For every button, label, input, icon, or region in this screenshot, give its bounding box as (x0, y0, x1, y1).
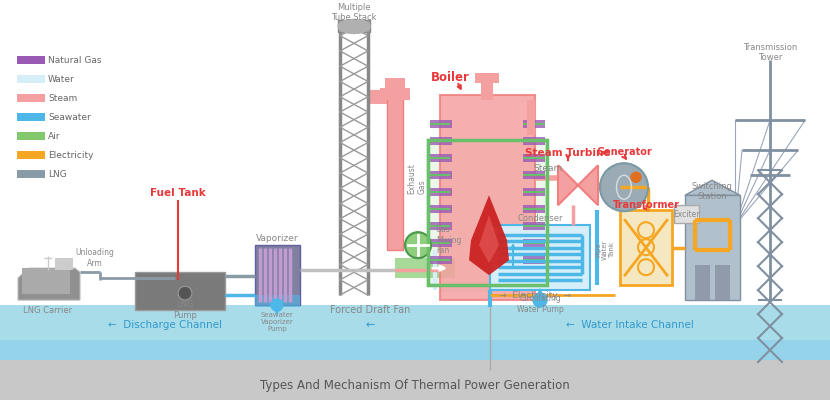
Circle shape (178, 286, 192, 300)
Bar (527, 100, 535, 135)
Bar (387, 95, 403, 250)
Bar (481, 80, 493, 100)
Text: Condenser: Condenser (517, 214, 563, 223)
Polygon shape (479, 215, 499, 263)
Text: Seawater
Vaporizer
Pump: Seawater Vaporizer Pump (261, 312, 293, 332)
Text: Electricity: Electricity (48, 151, 94, 160)
Bar (395, 258, 455, 278)
Bar (620, 210, 672, 285)
Circle shape (405, 232, 431, 258)
Bar (475, 73, 499, 83)
Text: →  Electricity  →: → Electricity → (499, 291, 571, 300)
Text: Natural Gas: Natural Gas (48, 56, 101, 65)
Bar (523, 188, 545, 196)
Text: Steam Turbine: Steam Turbine (525, 148, 611, 158)
Bar (380, 88, 410, 100)
Bar (490, 225, 590, 290)
Bar (523, 239, 545, 247)
Polygon shape (558, 165, 598, 205)
Polygon shape (18, 268, 80, 300)
Bar (430, 154, 452, 162)
Text: Boiler: Boiler (431, 71, 470, 84)
Bar (430, 188, 452, 196)
Bar (440, 95, 535, 300)
Bar (430, 256, 452, 264)
Text: Gas
Mixing
Fan: Gas Mixing Fan (436, 225, 461, 255)
Bar (17, 170, 45, 178)
Text: LNG: LNG (48, 170, 66, 179)
Text: Steam: Steam (48, 94, 77, 103)
Text: Exciter: Exciter (673, 210, 699, 219)
Text: Generator: Generator (596, 147, 652, 157)
Bar (255, 295, 300, 307)
Text: ←: ← (365, 320, 374, 330)
Text: ←  Discharge Channel: ← Discharge Channel (108, 320, 222, 330)
Text: Forced Draft Fan: Forced Draft Fan (330, 305, 410, 315)
Circle shape (600, 163, 648, 211)
Bar (430, 137, 452, 145)
Bar (523, 120, 545, 128)
Text: Vaporizer: Vaporizer (256, 234, 298, 243)
Text: Types And Mechanism Of Thermal Power Generation: Types And Mechanism Of Thermal Power Gen… (260, 378, 570, 392)
Bar (490, 305, 830, 360)
Bar (385, 78, 405, 90)
Bar (523, 171, 545, 179)
Text: Pipe
Water
Tank: Pipe Water Tank (595, 240, 615, 260)
Circle shape (533, 293, 547, 307)
Text: LNG Carrier: LNG Carrier (23, 306, 72, 315)
Text: Air: Air (48, 132, 61, 141)
Bar (17, 56, 45, 64)
Bar (17, 113, 45, 121)
Bar (430, 120, 452, 128)
Text: Water: Water (48, 75, 75, 84)
Text: Exhaust
Gas: Exhaust Gas (407, 163, 427, 194)
Polygon shape (685, 180, 740, 195)
Bar (428, 140, 547, 285)
Bar (255, 245, 300, 305)
Bar (430, 239, 452, 247)
Bar (17, 94, 45, 102)
Bar (22, 268, 70, 294)
Text: Multiple
Tube Stack: Multiple Tube Stack (331, 3, 377, 22)
Text: Switching
Station: Switching Station (691, 182, 732, 201)
Text: LNG
Pump: LNG Pump (173, 300, 197, 320)
Text: Transformer: Transformer (613, 200, 680, 210)
Bar (523, 205, 545, 213)
Text: ←  Water Intake Channel: ← Water Intake Channel (566, 320, 694, 330)
Bar (428, 140, 547, 285)
Ellipse shape (338, 20, 370, 34)
Circle shape (271, 299, 283, 311)
Bar (523, 137, 545, 145)
Bar (685, 195, 740, 300)
Bar (674, 205, 699, 223)
Polygon shape (469, 195, 509, 275)
Text: Circulating
Water Pump: Circulating Water Pump (516, 294, 564, 314)
Bar (135, 272, 225, 310)
Text: Unloading
Arm: Unloading Arm (76, 248, 115, 268)
Text: Steam: Steam (534, 164, 563, 173)
Bar (715, 265, 730, 300)
Bar (523, 256, 545, 264)
Bar (338, 20, 370, 32)
Bar (695, 265, 710, 300)
Bar (0, 340, 830, 400)
Text: Seawater: Seawater (48, 113, 90, 122)
Bar (430, 205, 452, 213)
Bar (55, 258, 73, 270)
Circle shape (631, 172, 641, 182)
Bar (17, 132, 45, 140)
Bar (523, 154, 545, 162)
Bar (0, 305, 490, 360)
Bar (523, 222, 545, 230)
Bar (0, 360, 830, 400)
Bar (17, 151, 45, 159)
Bar (430, 171, 452, 179)
Text: Transmission
Tower: Transmission Tower (743, 43, 797, 62)
Text: Fuel Tank: Fuel Tank (150, 188, 206, 198)
Bar (430, 222, 452, 230)
Bar (17, 75, 45, 83)
